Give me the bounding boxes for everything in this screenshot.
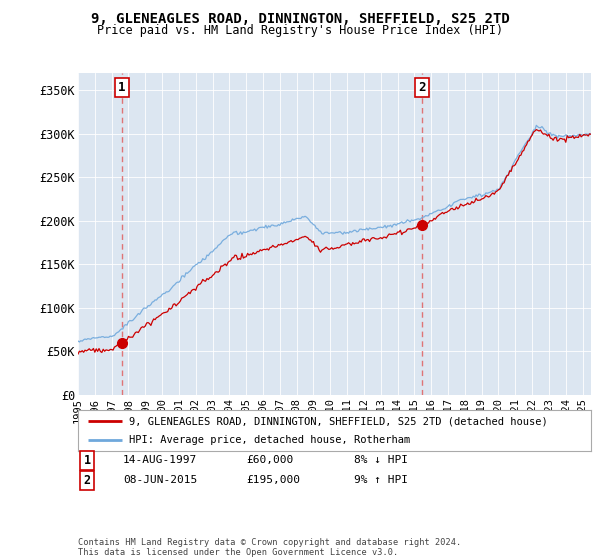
Text: 9% ↑ HPI: 9% ↑ HPI xyxy=(354,475,408,486)
Text: £195,000: £195,000 xyxy=(246,475,300,486)
Text: 08-JUN-2015: 08-JUN-2015 xyxy=(123,475,197,486)
Text: 2: 2 xyxy=(418,81,425,94)
Text: 8% ↓ HPI: 8% ↓ HPI xyxy=(354,455,408,465)
Text: 9, GLENEAGLES ROAD, DINNINGTON, SHEFFIELD, S25 2TD (detached house): 9, GLENEAGLES ROAD, DINNINGTON, SHEFFIEL… xyxy=(130,417,548,426)
Text: HPI: Average price, detached house, Rotherham: HPI: Average price, detached house, Roth… xyxy=(130,435,410,445)
Text: Contains HM Land Registry data © Crown copyright and database right 2024.
This d: Contains HM Land Registry data © Crown c… xyxy=(78,538,461,557)
Text: Price paid vs. HM Land Registry's House Price Index (HPI): Price paid vs. HM Land Registry's House … xyxy=(97,24,503,36)
Text: 2: 2 xyxy=(83,474,91,487)
Text: 14-AUG-1997: 14-AUG-1997 xyxy=(123,455,197,465)
Text: 1: 1 xyxy=(118,81,126,94)
Text: 9, GLENEAGLES ROAD, DINNINGTON, SHEFFIELD, S25 2TD: 9, GLENEAGLES ROAD, DINNINGTON, SHEFFIEL… xyxy=(91,12,509,26)
Text: £60,000: £60,000 xyxy=(246,455,293,465)
Text: 1: 1 xyxy=(83,454,91,467)
